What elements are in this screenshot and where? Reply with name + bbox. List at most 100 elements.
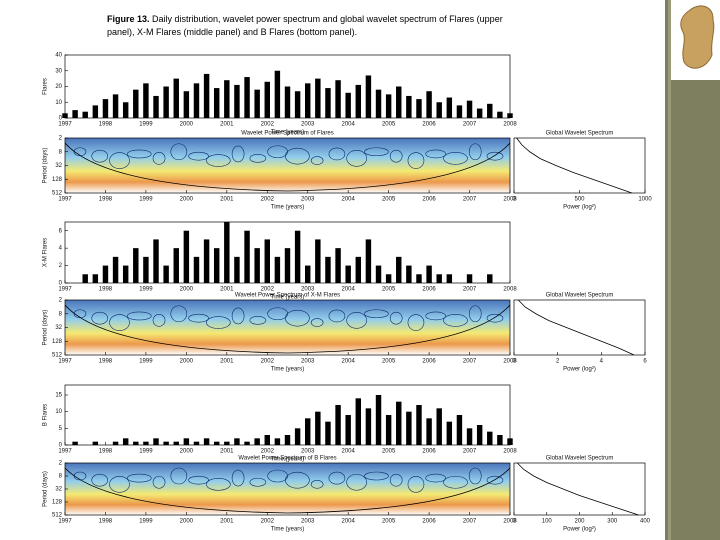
bar [224,441,230,445]
x-tick-label: 2005 [382,287,396,293]
wavelet-contour [486,151,504,161]
wavelet-contour [188,313,209,323]
x-tick-label: 2007 [463,449,477,455]
bar [163,86,169,118]
side-strip [665,0,720,540]
wavelet-contour [267,469,288,483]
bar [284,248,291,283]
wavelet-contour [170,305,188,323]
wavelet-contour [152,314,166,327]
x-tick-label: 2008 [503,287,517,293]
y-tick-label: 10 [55,100,62,106]
y-tick-label: 40 [55,53,62,59]
bar [153,239,159,283]
bar [213,88,220,118]
wavelet-contour [152,475,166,489]
bar [294,230,301,283]
caption-label: Figure 13. [107,14,150,24]
wavelet-contour [407,476,425,493]
y-axis-label: Flares [43,78,49,95]
bar [446,97,453,118]
x-tick-label: 0 [512,359,516,365]
y-tick-label: 0 [59,281,63,287]
bar [416,405,422,445]
bar [487,103,493,118]
bar [406,265,412,283]
bar [102,265,109,283]
bar [476,108,483,118]
bar [203,438,210,445]
y-tick-label: 8 [59,474,63,480]
x-tick-label: 1999 [139,359,153,365]
plot-title: Global Wavelet Spectrum [546,456,614,462]
wavelet-contour [468,305,482,323]
bar [183,438,190,445]
bar [173,441,179,445]
caption-text: Daily distribution, wavelet power spectr… [107,14,503,37]
x-tick-label: 1998 [99,359,113,365]
x-tick-label: 2002 [261,519,275,525]
side-border [668,0,671,540]
bar [153,95,159,118]
bar [203,239,210,283]
bar [133,441,139,445]
x-tick-label: 500 [574,197,585,203]
bar [487,431,493,445]
x-tick-label: 2 [556,359,560,365]
y-tick-label: 2 [59,298,63,304]
x-tick-label: 2004 [342,449,356,455]
bar [143,83,149,118]
x-tick-label: 1997 [58,122,72,128]
y-tick-label: 5 [59,426,63,432]
wavelet-contour [425,311,447,321]
bar [234,84,240,118]
bar [183,91,190,118]
bar [264,239,270,283]
bar [497,435,503,445]
spectrum-line [516,137,633,194]
wavelet-contour [231,469,245,487]
x-tick-label: 2008 [503,519,517,525]
wavelet-contour [152,152,166,165]
x-tick-label: 2000 [180,519,194,525]
bar [507,438,513,445]
bar [426,418,432,445]
wavelet-contour [407,152,425,169]
bar [92,441,99,445]
x-tick-label: 1998 [99,449,113,455]
x-tick-label: 1999 [139,449,153,455]
bar [274,438,281,445]
bar [133,89,139,118]
bar [92,105,99,118]
wavelet-contour [486,475,504,485]
bar [466,274,473,283]
bar [406,95,412,118]
bar [143,256,149,283]
x-tick-label: 1998 [99,122,113,128]
wavelet-contour [346,473,367,491]
x-tick-label: 1999 [139,519,153,525]
bar [213,441,220,445]
x-tick-label: 2007 [463,122,477,128]
bar [234,438,240,445]
plot-frame [513,137,646,194]
wavelet-contour [126,473,152,483]
x-tick-label: 2008 [503,449,517,455]
bar [325,256,331,283]
bar [284,86,291,118]
bar [325,88,331,118]
bar [436,408,442,445]
x-tick-label: 2000 [180,122,194,128]
wavelet-contour [206,154,231,167]
bar [446,421,453,445]
x-tick-label: 1997 [58,287,72,293]
x-tick-label: 2001 [220,287,234,293]
wavelet-contour [443,475,468,489]
x-tick-label: 1997 [58,359,72,365]
x-axis-label: Time (years) [271,295,304,301]
wavelet-contour [285,309,310,327]
bar [284,435,291,445]
x-tick-label: 2004 [342,122,356,128]
x-tick-label: 2004 [342,287,356,293]
